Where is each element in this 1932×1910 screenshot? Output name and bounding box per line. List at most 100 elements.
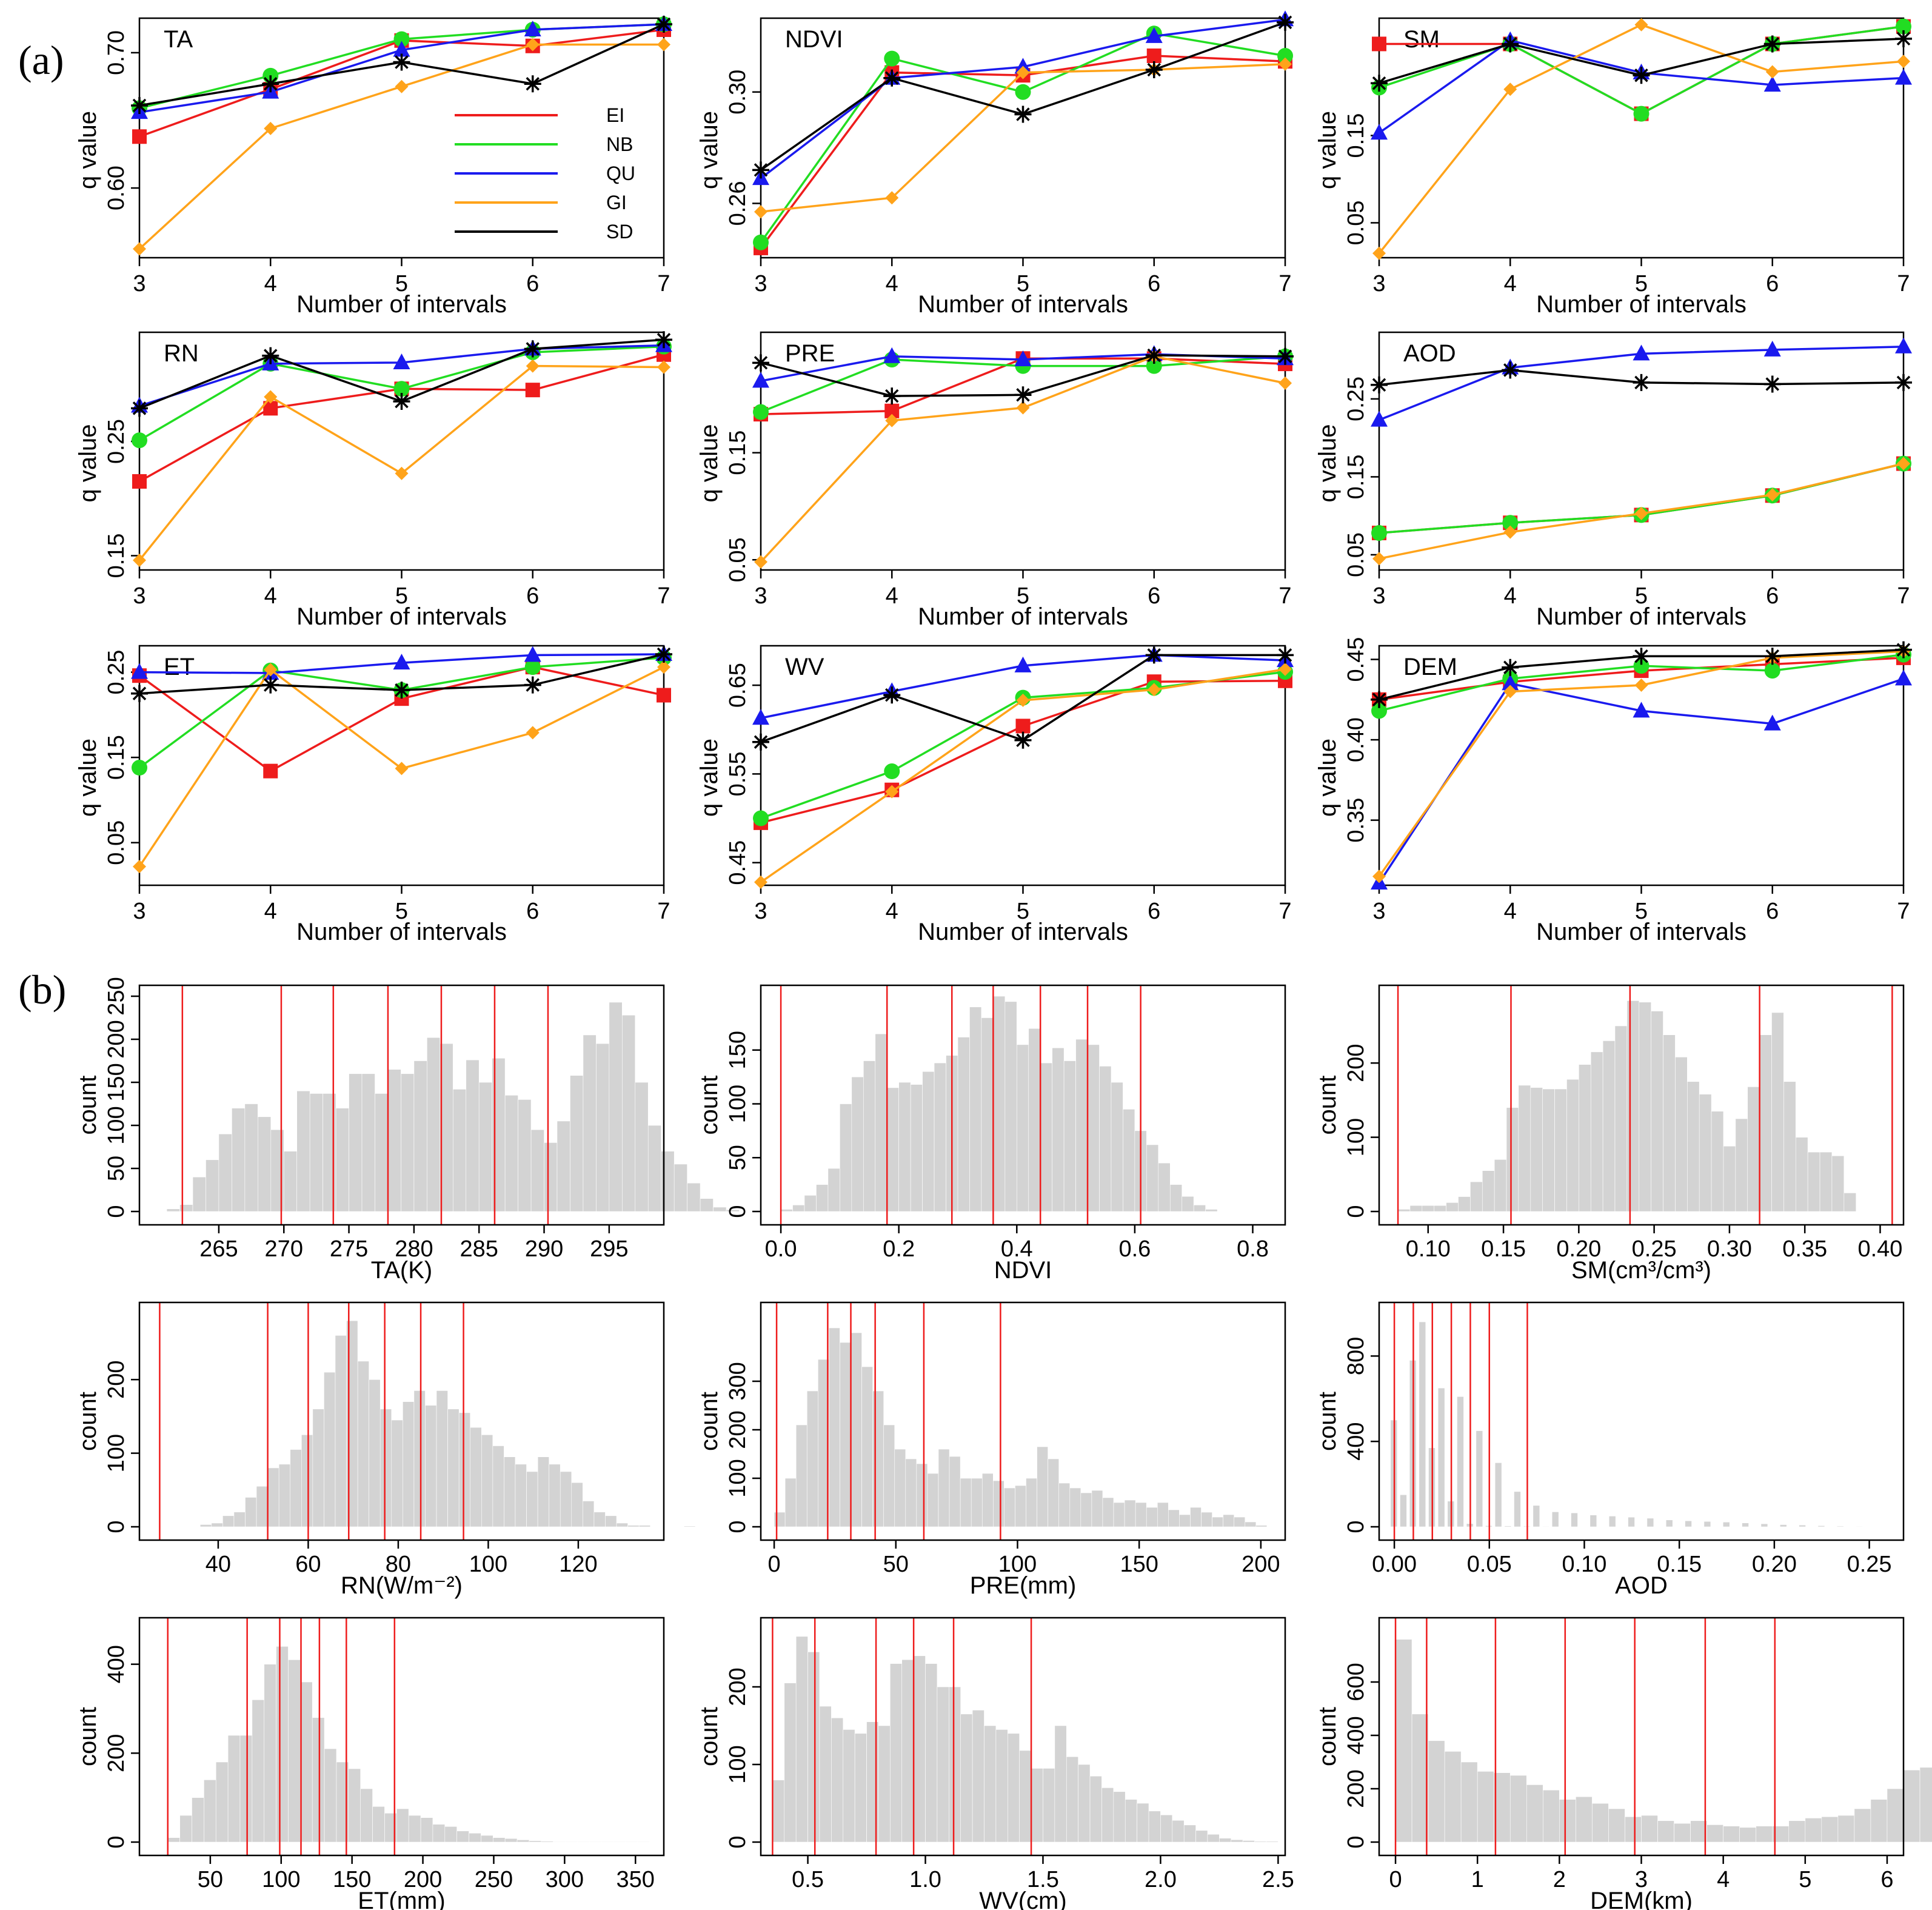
y-tick-label: 150 [104,1063,129,1101]
histogram-bar [1437,1387,1445,1527]
histogram-bar [840,1342,851,1527]
y-tick-label: 0.70 [104,30,129,75]
histogram-bar [529,1840,542,1843]
histogram-bar [387,1069,401,1212]
data-point [1897,55,1910,69]
data-point [1277,646,1294,664]
histogram-bar [372,1806,385,1843]
data-point [262,676,279,694]
data-point [1634,506,1648,520]
x-tick-label: 3 [754,899,767,924]
histogram-bar [1195,1830,1208,1843]
y-axis-label: count [1314,1707,1341,1766]
x-axis-label: Number of intervals [918,291,1128,318]
histogram-bar [1690,1820,1707,1843]
x-tick-label: 5 [1017,899,1029,924]
histogram-bar [1080,1492,1092,1527]
histogram-bar [583,1501,595,1527]
y-tick-label: 0 [104,1205,129,1218]
histogram-bar [1843,1193,1857,1212]
line-chart-aod: 3 4 5 6 7 0.05 0.15 0.25 Number of intervals q va… [1314,331,1912,630]
histogram-bar [1476,1430,1483,1527]
data-point [1895,337,1912,354]
histogram-bar [913,1655,926,1843]
y-axis-label: q value [1314,111,1341,189]
series-sd [1371,361,1912,394]
histogram-bar [1137,1803,1149,1843]
histogram-bar [312,1717,325,1843]
interval-breaks [1394,1618,1776,1855]
data-point [1014,106,1032,123]
plot-frame [138,1617,665,1857]
y-tick-label: 50 [725,1145,750,1170]
x-tick-label: 7 [1897,899,1910,924]
data-point [1763,375,1781,393]
histogram-bar [1477,1771,1494,1843]
x-tick-label: 150 [1120,1552,1158,1577]
histogram-bar [1703,1521,1711,1527]
data-point [657,688,671,703]
x-tick-label: 300 [546,1867,584,1892]
histogram-bar [1102,1497,1114,1527]
histogram-bar [583,1034,597,1212]
histogram-bar [301,1434,313,1527]
series-qu [1371,669,1912,890]
x-tick-label: 350 [617,1867,655,1892]
data-point [1763,35,1781,53]
histogram-bar [560,1471,572,1527]
x-tick-label: 0.10 [1406,1236,1451,1262]
histogram-bar [166,1208,180,1212]
histogram-bar [557,1121,570,1212]
histogram-bar [432,1824,446,1843]
data-point [1502,674,1519,691]
histogram-bar [1554,1088,1567,1212]
data-point [1372,36,1386,52]
data-point [1502,515,1519,531]
histogram-bar [1066,1756,1078,1843]
x-tick-label: 3 [754,583,767,609]
y-tick-label: 0 [725,1835,750,1848]
y-tick-label: 0.05 [725,537,750,582]
histogram-bar [1212,1516,1223,1527]
histogram-bar [324,1372,336,1527]
data-point [264,121,278,135]
data-point [883,686,901,704]
line-chart-pre: 3 4 5 6 7 0.05 0.15 Number of intervals q value P… [696,331,1294,630]
histogram-bar [792,1205,805,1212]
histogram-bar [861,1366,873,1527]
histogram-ndvi: 0.0 0.2 0.4 0.6 0.8 0 50 100 150 NDVI count [696,984,1286,1284]
data-point [395,79,409,93]
histogram-bar [1551,1512,1559,1527]
y-tick-label: 200 [104,1734,129,1772]
histogram-bar [1685,1520,1692,1527]
histogram-wv-cm: 0.5 1.0 1.5 2.0 2.5 0 100 200 WV(cm) count [696,1617,1294,1910]
histogram-bar [635,1082,649,1212]
histogram-bar [1089,1775,1102,1843]
histogram-bar [408,1815,421,1843]
y-tick-label: 0.15 [104,533,129,578]
histogram-bar [1663,1034,1676,1212]
y-axis-label: count [75,1707,101,1766]
data-point [1371,124,1388,140]
y-tick-label: 200 [104,1020,129,1058]
data-point [655,331,672,349]
data-point [1765,488,1779,501]
histogram-bar [1788,1820,1806,1843]
y-axis-label: q value [696,739,723,817]
data-point [393,53,410,71]
histogram-bar [1807,1151,1820,1212]
x-tick-label: 5 [1017,583,1029,609]
x-tick-label: 4 [1717,1867,1730,1892]
series-sd [131,331,672,417]
y-tick-label: 0.15 [1343,454,1369,499]
data-point [1895,30,1912,47]
histogram-bar [816,1184,829,1212]
histogram-bar [300,1681,313,1843]
histogram-bar [1157,1502,1169,1527]
data-point [1503,685,1517,699]
data-point [1014,58,1032,74]
x-tick-label: 0.40 [1857,1236,1902,1262]
y-axis-label: q value [696,111,723,189]
histogram-bar [1625,1816,1642,1843]
